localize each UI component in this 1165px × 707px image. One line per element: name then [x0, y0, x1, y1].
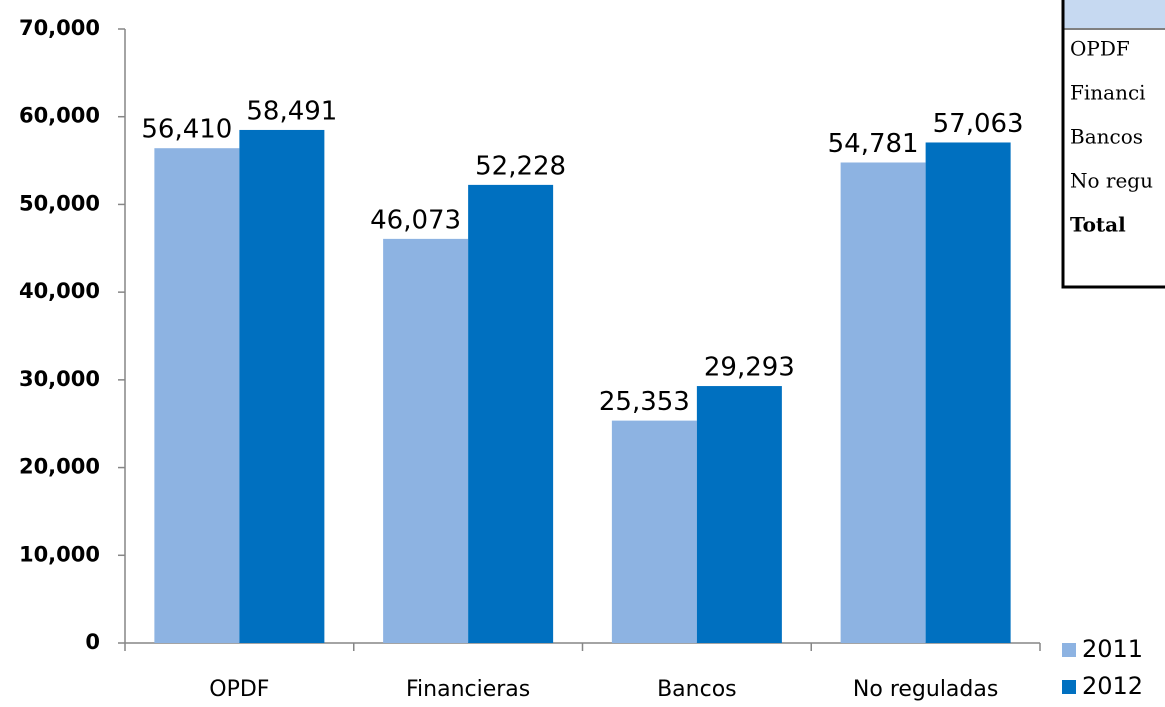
table-cell: Total — [1070, 213, 1126, 237]
x-tick-label: Bancos — [657, 677, 737, 702]
table-border — [1061, 0, 1165, 289]
legend-swatch — [1062, 643, 1076, 657]
y-tick-label: 70,000 — [19, 16, 100, 40]
bar — [154, 148, 240, 643]
data-label: 57,063 — [933, 109, 1024, 139]
y-tick-label: 20,000 — [19, 455, 100, 479]
table-cell: Financi — [1070, 81, 1146, 105]
x-tick-label: Financieras — [406, 677, 530, 702]
y-tick-label: 30,000 — [19, 367, 100, 391]
bar — [611, 420, 697, 643]
data-label: 56,410 — [141, 115, 232, 145]
bar — [239, 129, 325, 643]
bar — [696, 386, 782, 643]
data-label: 25,353 — [599, 387, 690, 417]
x-tick-label: OPDF — [209, 677, 269, 702]
y-tick-label: 60,000 — [19, 104, 100, 128]
x-tick-label: No reguladas — [853, 677, 998, 702]
data-label: 46,073 — [370, 205, 461, 235]
data-label: 58,491 — [246, 96, 337, 126]
table-cell: OPDF — [1070, 37, 1130, 61]
side-table: OPDF Financi Bancos No regu Total — [1061, 0, 1165, 289]
y-tick-label: 50,000 — [19, 191, 100, 215]
table-cell: Bancos — [1070, 125, 1143, 149]
data-label: 29,293 — [704, 353, 795, 383]
y-tick-label: 10,000 — [19, 542, 100, 566]
bar — [468, 184, 554, 643]
legend-swatch — [1062, 680, 1076, 694]
y-tick-label: 0 — [85, 630, 100, 654]
table-cell: No regu — [1070, 169, 1153, 193]
data-label: 54,781 — [828, 129, 919, 159]
y-tick-label: 40,000 — [19, 279, 100, 303]
table-header — [1064, 0, 1165, 28]
bar — [925, 142, 1011, 644]
bar — [383, 238, 469, 644]
legend-label: 2011 — [1082, 635, 1143, 663]
data-label: 52,228 — [475, 151, 566, 181]
legend-label: 2012 — [1082, 672, 1143, 700]
bar — [840, 162, 926, 643]
